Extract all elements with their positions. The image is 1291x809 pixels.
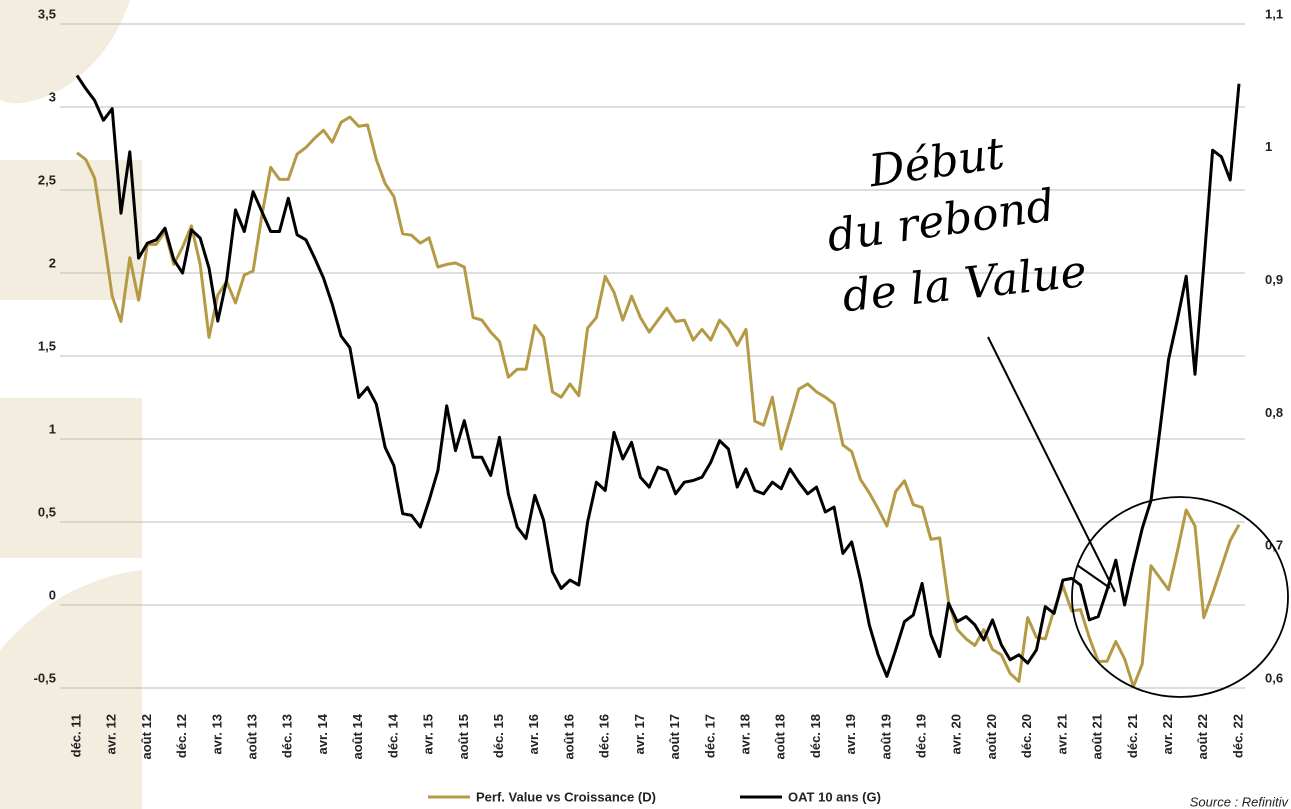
legend-label: OAT 10 ans (G) xyxy=(788,789,881,804)
x-tick-label: août 22 xyxy=(1195,714,1210,760)
annotation-text: Début xyxy=(865,128,1008,198)
y2-tick-label: 1 xyxy=(1265,139,1272,154)
y-tick-label: 0,5 xyxy=(38,504,56,519)
y-tick-label: 3,5 xyxy=(38,6,56,21)
x-tick-label: avr. 17 xyxy=(632,714,647,755)
x-tick-label: avr. 22 xyxy=(1160,714,1175,755)
annotation-text: de la Value xyxy=(840,246,1089,322)
source: Source : Refinitiv xyxy=(1190,794,1290,809)
x-tick-label: avr. 19 xyxy=(843,714,858,755)
x-tick-label: déc. 21 xyxy=(1125,714,1140,758)
x-tick-label: déc. 15 xyxy=(491,714,506,758)
annotation-circle xyxy=(1071,496,1289,698)
y-tick-label: 1 xyxy=(49,421,56,436)
series-line xyxy=(76,115,1241,689)
annotation-text: du rebond xyxy=(824,180,1058,262)
x-tick-label: déc. 13 xyxy=(280,714,295,758)
series-line xyxy=(75,74,1241,678)
x-tick-label: avr. 20 xyxy=(949,714,964,755)
y-tick-label: 0 xyxy=(49,587,56,602)
annotation-arrow xyxy=(1076,564,1111,589)
x-tick-label: août 20 xyxy=(984,714,999,760)
x-tick-label: avr. 15 xyxy=(421,714,436,755)
x-tick-label: déc. 18 xyxy=(808,714,823,758)
x-tick-label: août 12 xyxy=(139,714,154,760)
background-shapes xyxy=(0,0,142,809)
x-tick-label: août 16 xyxy=(561,714,576,760)
legend-label: Perf. Value vs Croissance (D) xyxy=(476,789,656,804)
x-tick-label: déc. 11 xyxy=(68,714,83,757)
y2-tick-label: 0,8 xyxy=(1265,405,1283,420)
x-tick-label: déc. 19 xyxy=(914,714,929,758)
x-tick-label: déc. 14 xyxy=(385,713,400,758)
x-tick-label: avr. 21 xyxy=(1054,714,1069,755)
y-tick-label: 2,5 xyxy=(38,172,56,187)
x-tick-label: déc. 22 xyxy=(1230,714,1245,758)
y-tick-label: 2 xyxy=(49,255,56,270)
x-tick-label: avr. 18 xyxy=(737,714,752,755)
x-tick-label: avr. 14 xyxy=(315,713,330,754)
x-tick-label: août 21 xyxy=(1090,714,1105,760)
y-tick-label: -0,5 xyxy=(34,670,56,685)
x-tick-label: août 19 xyxy=(878,714,893,760)
y-tick-label: 3 xyxy=(49,89,56,104)
x-tick-label: avr. 16 xyxy=(526,714,541,755)
x-tick-label: déc. 12 xyxy=(174,714,189,758)
grid xyxy=(60,23,1245,689)
y2-tick-label: 0,9 xyxy=(1265,272,1283,287)
x-tick-label: avr. 12 xyxy=(104,714,119,755)
x-tick-label: août 15 xyxy=(456,714,471,760)
x-tick-label: août 14 xyxy=(350,713,365,759)
y-tick-label: 1,5 xyxy=(38,338,56,353)
x-tick-label: avr. 13 xyxy=(209,714,224,755)
y2-tick-label: 1,1 xyxy=(1265,6,1283,21)
x-tick-label: déc. 20 xyxy=(1019,714,1034,758)
x-tick-label: août 17 xyxy=(667,714,682,760)
x-tick-label: août 18 xyxy=(773,714,788,760)
x-tick-label: déc. 17 xyxy=(702,714,717,758)
x-tick-label: déc. 16 xyxy=(597,714,612,758)
annotation-arrow xyxy=(987,336,1116,593)
y2-tick-label: 0,6 xyxy=(1265,670,1283,685)
x-tick-label: août 13 xyxy=(244,714,259,760)
